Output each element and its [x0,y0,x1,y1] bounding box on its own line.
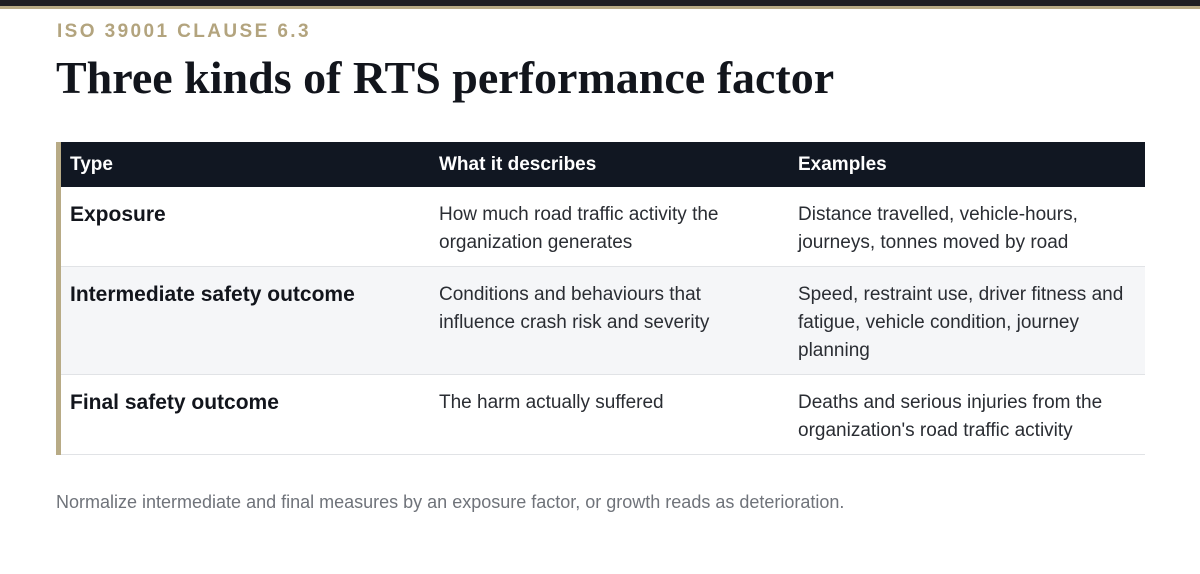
cell-examples: Distance travelled, vehicle-hours, journ… [798,204,1078,253]
top-rule-dark [0,0,1200,6]
page-title: Three kinds of RTS performance factor [56,52,835,103]
eyebrow-label: ISO 39001 CLAUSE 6.3 [57,21,311,42]
cell-describes: The harm actually suffered [439,392,664,413]
cell-type: Final safety outcome [70,391,279,414]
table-row: Exposure How much road traffic activity … [61,187,1145,267]
cell-examples: Deaths and serious injuries from the org… [798,392,1103,441]
top-rule-accent [0,6,1200,9]
cell-describes: How much road traffic activity the organ… [439,204,719,253]
column-header-examples: Examples [798,153,887,175]
table-row: Intermediate safety outcome Conditions a… [61,266,1145,375]
cell-describes: Conditions and behaviours that influence… [439,284,710,333]
footnote: Normalize intermediate and final measure… [56,492,845,512]
cell-type: Exposure [70,203,166,226]
performance-factor-table: Type What it describes Examples Exposure… [56,142,1145,455]
column-header-describes: What it describes [439,153,597,175]
cell-type: Intermediate safety outcome [70,283,355,306]
table-row: Final safety outcome The harm actually s… [61,375,1145,455]
column-header-type: Type [70,153,113,175]
table-header-row: Type What it describes Examples [61,142,1145,187]
cell-examples: Speed, restraint use, driver fitness and… [798,284,1124,361]
